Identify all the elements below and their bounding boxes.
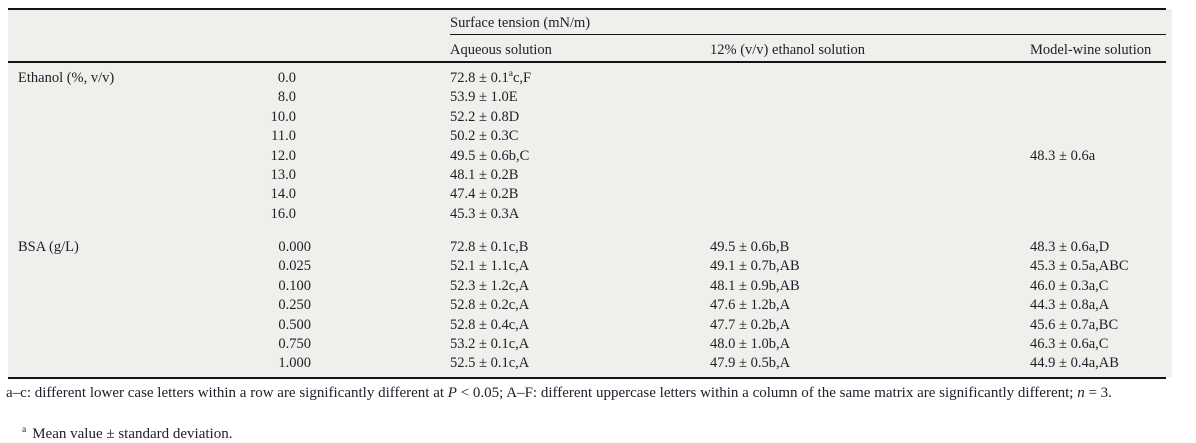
cell-concentration: 0.750: [278, 335, 311, 352]
cell-concentration: 10.0: [270, 108, 296, 125]
italic-n: n: [1077, 385, 1085, 401]
footnote-legend-mid: < 0.05; A–F: different uppercase letters…: [456, 385, 1078, 401]
table-row: 0.500 52.8 ± 0.4c,A 47.7 ± 0.2b,A 45.6 ±…: [0, 316, 1196, 335]
cell-concentration: 16.0: [270, 205, 296, 222]
table-row: 12.0 49.5 ± 0.6b,C 48.3 ± 0.6a: [0, 147, 1196, 166]
section-ethanol: Ethanol (%, v/v) 0.0 72.8 ± 0.1ac,F 8.0 …: [0, 69, 1196, 224]
table-row: 16.0 45.3 ± 0.3A: [0, 205, 1196, 224]
cell-concentration: 11.0: [271, 128, 296, 145]
cell-concentration: 12.0: [270, 147, 296, 164]
cell-model-wine: 44.3 ± 0.8a,A: [1030, 297, 1110, 314]
cell-model-wine: 46.3 ± 0.6a,C: [1030, 335, 1109, 352]
column-header-aqueous: Aqueous solution: [450, 42, 552, 58]
cell-model-wine: 46.0 ± 0.3a,C: [1030, 277, 1109, 294]
cell-model-wine: 45.3 ± 0.5a,ABC: [1030, 258, 1129, 275]
cell-concentration: 1.000: [278, 355, 311, 372]
cell-concentration: 0.0: [277, 70, 296, 86]
span-header-underline: [450, 34, 1166, 35]
footnote-marker-a: a: [22, 425, 27, 435]
footnote-legend: a–c: different lower case letters within…: [6, 383, 1192, 405]
cell-concentration: 0.000: [278, 239, 311, 255]
footnote-marker-sup: a: [508, 69, 513, 80]
table-row: 11.0 50.2 ± 0.3C: [0, 127, 1196, 146]
section-label: Ethanol (%, v/v): [18, 70, 115, 86]
cell-model-wine: 45.6 ± 0.7a,BC: [1030, 316, 1119, 333]
cell-ethanol12: 48.1 ± 0.9b,AB: [710, 277, 800, 294]
table-row: 8.0 53.9 ± 1.0E: [0, 88, 1196, 107]
cell-aqueous: 52.1 ± 1.1c,A: [450, 258, 530, 275]
cell-aqueous: 52.5 ± 0.1c,A: [450, 355, 530, 372]
cell-aqueous: 50.2 ± 0.3C: [450, 128, 519, 145]
cell-aqueous: 52.8 ± 0.2c,A: [450, 297, 530, 314]
footnote-legend-end: = 3.: [1084, 385, 1112, 401]
section-label: BSA (g/L): [18, 239, 79, 255]
cell-model-wine: 48.3 ± 0.6a: [1030, 147, 1096, 164]
table-span-header: Surface tension (mN/m): [450, 15, 591, 31]
italic-p: P: [447, 385, 457, 401]
cell-concentration: 8.0: [277, 89, 296, 106]
table-row: 0.025 52.1 ± 1.1c,A 49.1 ± 0.7b,AB 45.3 …: [0, 257, 1196, 276]
cell-aqueous: 49.5 ± 0.6b,C: [450, 147, 530, 164]
table-row: 13.0 48.1 ± 0.2B: [0, 166, 1196, 185]
cell-concentration: 13.0: [270, 166, 296, 183]
table-row: 0.100 52.3 ± 1.2c,A 48.1 ± 0.9b,AB 46.0 …: [0, 277, 1196, 296]
column-header-ethanol12: 12% (v/v) ethanol solution: [710, 42, 866, 58]
cell-concentration: 0.100: [278, 277, 311, 294]
header-rule: [8, 61, 1166, 63]
bottom-rule: [8, 377, 1166, 379]
table-row: 14.0 47.4 ± 0.2B: [0, 185, 1196, 204]
cell-concentration: 14.0: [270, 186, 296, 203]
section-bsa: BSA (g/L) 0.000 72.8 ± 0.1c,B 49.5 ± 0.6…: [0, 238, 1196, 374]
table-row: BSA (g/L) 0.000 72.8 ± 0.1c,B 49.5 ± 0.6…: [0, 238, 1196, 257]
cell-aqueous-letters: c,F: [512, 70, 532, 86]
cell-aqueous: 52.8 ± 0.4c,A: [450, 316, 530, 333]
cell-aqueous: 53.2 ± 0.1c,A: [450, 335, 530, 352]
cell-concentration: 0.250: [278, 297, 311, 314]
table-row: 0.250 52.8 ± 0.2c,A 47.6 ± 1.2b,A 44.3 ±…: [0, 296, 1196, 315]
top-rule: [8, 8, 1166, 10]
cell-ethanol12: 47.9 ± 0.5b,A: [710, 355, 791, 372]
table-row: 1.000 52.5 ± 0.1c,A 47.9 ± 0.5b,A 44.9 ±…: [0, 354, 1196, 373]
table-row: 0.750 53.2 ± 0.1c,A 48.0 ± 1.0b,A 46.3 ±…: [0, 335, 1196, 354]
cell-model-wine: 48.3 ± 0.6a,D: [1030, 239, 1110, 255]
cell-aqueous-value: 72.8 ± 0.1: [450, 70, 509, 86]
cell-ethanol12: 49.5 ± 0.6b,B: [710, 239, 790, 255]
footnote-mean-text: Mean value ± standard deviation.: [32, 426, 233, 442]
table-row: Ethanol (%, v/v) 0.0 72.8 ± 0.1ac,F: [0, 69, 1196, 88]
cell-aqueous: 45.3 ± 0.3A: [450, 205, 520, 222]
table-background: [8, 9, 1172, 377]
cell-ethanol12: 47.7 ± 0.2b,A: [710, 316, 791, 333]
cell-aqueous: 52.2 ± 0.8D: [450, 108, 520, 125]
cell-aqueous: 53.9 ± 1.0E: [450, 89, 518, 106]
cell-ethanol12: 48.0 ± 1.0b,A: [710, 335, 791, 352]
cell-concentration: 0.500: [278, 316, 311, 333]
column-header-model-wine: Model-wine solution: [1030, 42, 1152, 58]
cell-model-wine: 44.9 ± 0.4a,AB: [1030, 355, 1119, 372]
cell-concentration: 0.025: [278, 258, 311, 275]
cell-aqueous: 72.8 ± 0.1ac,F: [450, 69, 531, 88]
cell-ethanol12: 49.1 ± 0.7b,AB: [710, 258, 800, 275]
cell-aqueous: 48.1 ± 0.2B: [450, 166, 519, 183]
table-row: 10.0 52.2 ± 0.8D: [0, 108, 1196, 127]
footnote-mean: a Mean value ± standard deviation.: [22, 424, 232, 443]
cell-aqueous: 52.3 ± 1.2c,A: [450, 277, 530, 294]
footnote-legend-pre: a–c: different lower case letters within…: [6, 385, 448, 401]
cell-ethanol12: 47.6 ± 1.2b,A: [710, 297, 791, 314]
cell-aqueous: 72.8 ± 0.1c,B: [450, 239, 529, 255]
cell-aqueous: 47.4 ± 0.2B: [450, 186, 519, 203]
